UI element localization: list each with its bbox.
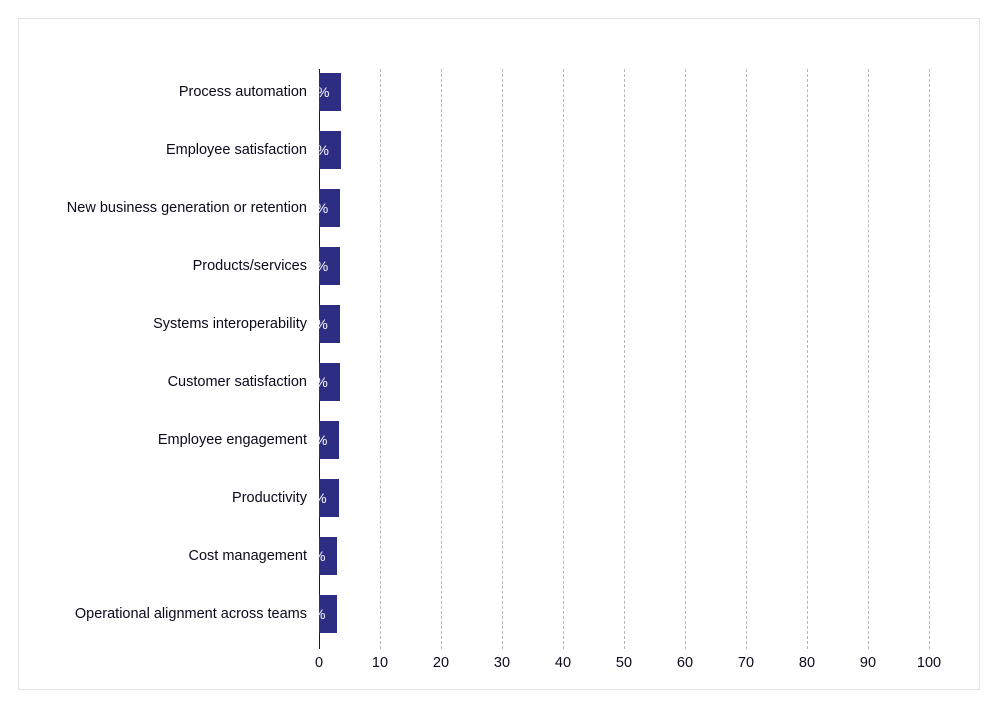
bar-row: 46% [319, 537, 359, 575]
x-tick-label: 100 [917, 655, 941, 671]
x-tick-label: 30 [494, 655, 510, 671]
x-tick-label: 20 [433, 655, 449, 671]
x-tick-label: 70 [738, 655, 754, 671]
plot-area: 56% 55% 53% 53% 52% [319, 69, 929, 649]
y-label: New business generation or retention [19, 189, 309, 227]
chart-container: 56% 55% 53% 53% 52% [18, 18, 980, 690]
x-tick-label: 40 [555, 655, 571, 671]
bar: 52% [319, 305, 340, 343]
x-tick-label: 60 [677, 655, 693, 671]
bar-row: 53% [319, 247, 359, 285]
bar-row: 53% [319, 189, 359, 227]
y-label: Customer satisfaction [19, 363, 309, 401]
bar-row: 56% [319, 73, 359, 111]
bar: 52% [319, 363, 340, 401]
x-tick-label: 0 [315, 655, 323, 671]
x-tick-label: 50 [616, 655, 632, 671]
y-label: Cost management [19, 537, 309, 575]
bar: 55% [319, 131, 341, 169]
bar-row: 52% [319, 363, 359, 401]
bar-row: 51% [319, 421, 359, 459]
bar: 56% [319, 73, 341, 111]
y-label: Employee engagement [19, 421, 309, 459]
bars-group: 56% 55% 53% 53% 52% [319, 69, 929, 649]
bar: 51% [319, 421, 339, 459]
y-label: Process automation [19, 73, 309, 111]
bar-row: 49% [319, 479, 359, 517]
bar: 46% [319, 595, 337, 633]
y-label: Productivity [19, 479, 309, 517]
x-labels: 0 10 20 30 40 50 60 70 80 90 100 [319, 655, 929, 685]
x-tick-label: 80 [799, 655, 815, 671]
x-tick-label: 10 [372, 655, 388, 671]
y-label: Products/services [19, 247, 309, 285]
bar: 53% [319, 189, 340, 227]
bar: 49% [319, 479, 339, 517]
bar-row: 52% [319, 305, 359, 343]
y-label: Operational alignment across teams [19, 595, 309, 633]
bar-row: 55% [319, 131, 359, 169]
grid-line [929, 69, 930, 649]
y-label: Systems interoperability [19, 305, 309, 343]
x-tick-label: 90 [860, 655, 876, 671]
y-label: Employee satisfaction [19, 131, 309, 169]
bar-row: 46% [319, 595, 359, 633]
bar: 53% [319, 247, 340, 285]
bar: 46% [319, 537, 337, 575]
y-labels: Process automation Employee satisfaction… [19, 69, 309, 649]
